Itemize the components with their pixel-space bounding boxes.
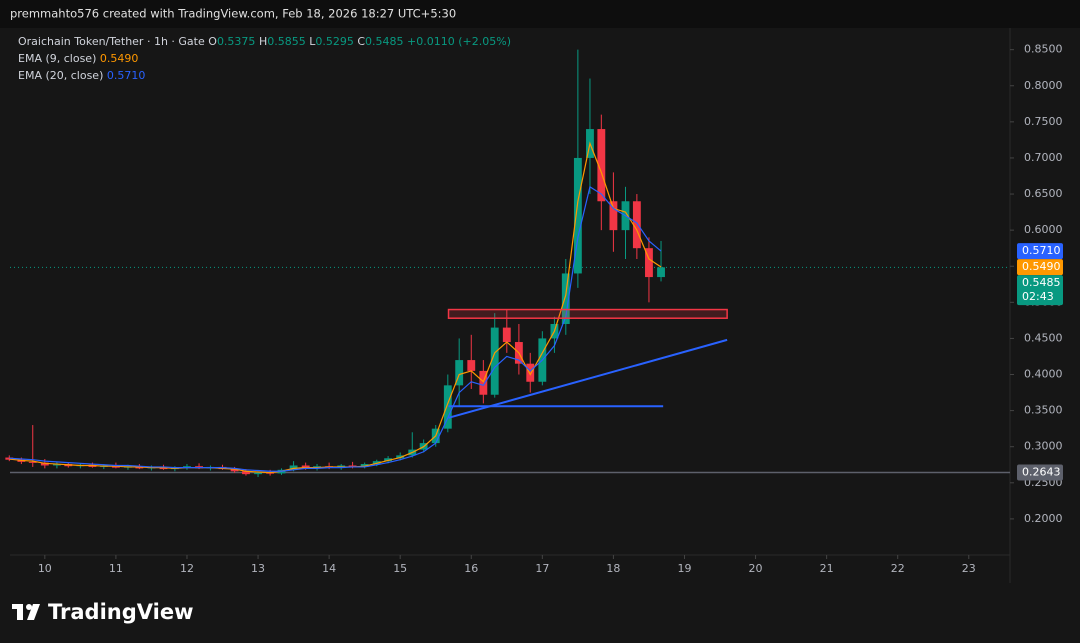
candle-body — [28, 461, 37, 463]
candle-body — [384, 458, 393, 462]
x-tick-label: 20 — [749, 562, 763, 575]
candle-body — [230, 469, 239, 472]
ohlc-key: H — [259, 35, 267, 48]
candle-body — [657, 267, 665, 278]
ema-line — [9, 141, 662, 474]
ohlc-key: L — [309, 35, 316, 48]
y-tick-label: 0.4000 — [1024, 368, 1063, 381]
ohlc-value: 0.5855 — [267, 35, 306, 48]
logo-mark — [26, 604, 32, 610]
candle-body — [561, 273, 570, 324]
price-label: 0.5485 — [1022, 276, 1061, 289]
candle-body — [609, 201, 618, 231]
ohlc-value: 0.5375 — [217, 35, 256, 48]
candle-body — [360, 464, 369, 467]
brand: TradingView — [48, 600, 193, 624]
x-tick-label: 17 — [535, 562, 549, 575]
x-tick-label: 14 — [322, 562, 336, 575]
y-tick-label: 0.8500 — [1024, 43, 1063, 56]
resistance-zone — [447, 308, 728, 319]
candle-body — [348, 465, 357, 467]
y-tick-label: 0.7500 — [1024, 115, 1063, 128]
ohlc-value: 0.5485 — [365, 35, 404, 48]
legend-name: EMA (20, close) — [18, 69, 103, 82]
logo-mark — [17, 604, 23, 620]
x-tick-label: 23 — [962, 562, 976, 575]
candle-body — [597, 129, 606, 202]
y-tick-label: 0.3000 — [1024, 440, 1063, 453]
x-tick-label: 12 — [180, 562, 194, 575]
symbol: Oraichain Token/Tether · 1h · Gate — [18, 35, 205, 48]
plot — [5, 49, 1010, 478]
candle-body — [396, 455, 405, 459]
candle-body — [242, 471, 250, 475]
candle-body — [573, 157, 582, 274]
candle-body — [372, 461, 381, 465]
y-tick-label: 0.6000 — [1024, 223, 1063, 236]
change: +0.0110 (+2.05%) — [407, 35, 511, 48]
legend-value: 0.5710 — [107, 69, 146, 82]
ema-line — [9, 185, 662, 472]
candle-body — [490, 327, 499, 395]
header-bar — [0, 0, 1080, 28]
candle-body — [467, 360, 476, 371]
y-tick-label: 0.3500 — [1024, 404, 1063, 417]
price-label-box — [1017, 243, 1063, 260]
x-tick-label: 13 — [251, 562, 265, 575]
legend-ema: EMA (9, close) 0.5490 — [18, 52, 138, 65]
x-tick-label: 16 — [464, 562, 478, 575]
legend-name: EMA (9, close) — [18, 52, 96, 65]
candle-body — [183, 466, 191, 468]
legend-line: Oraichain Token/Tether · 1h · Gate O0.53… — [18, 35, 511, 48]
candle-body — [502, 327, 511, 343]
y-tick-label: 0.6500 — [1024, 187, 1063, 200]
candle-body — [632, 201, 641, 249]
header-title: premmahto576 created with TradingView.co… — [10, 7, 456, 21]
logo-mark — [27, 604, 40, 620]
y-tick-label: 0.4500 — [1024, 331, 1063, 344]
overlay: 0.20000.25000.30000.35000.40000.45000.50… — [18, 35, 1063, 575]
price-label: 0.5710 — [1022, 244, 1061, 257]
price-label-box — [1017, 464, 1063, 481]
chart-area — [0, 28, 1080, 583]
price-label-box — [1017, 259, 1063, 276]
price-label-box — [1017, 275, 1063, 306]
x-tick-label: 22 — [891, 562, 905, 575]
ohlc-value: 0.5295 — [315, 35, 354, 48]
legend-value: 0.5490 — [100, 52, 139, 65]
price-label: 0.5490 — [1022, 260, 1061, 273]
x-tick-label: 11 — [109, 562, 123, 575]
footer-logo: TradingView — [12, 600, 193, 624]
candle-body — [443, 385, 452, 429]
x-tick-label: 18 — [606, 562, 620, 575]
candle-body — [645, 248, 653, 278]
x-tick-label: 10 — [38, 562, 52, 575]
candle-body — [254, 472, 262, 475]
candle-body — [479, 370, 488, 395]
candle-body — [52, 464, 61, 466]
ohlc-key: O — [208, 35, 217, 48]
trend-line — [448, 338, 728, 419]
x-tick-label: 21 — [820, 562, 834, 575]
ohlc-key: C — [357, 35, 365, 48]
candle-body — [40, 462, 49, 466]
candle-body — [526, 363, 535, 382]
x-tick-label: 19 — [677, 562, 691, 575]
legend-ema: EMA (20, close) 0.5710 — [18, 69, 145, 82]
y-tick-label: 0.2000 — [1024, 512, 1063, 525]
candle-body — [289, 465, 298, 470]
x-tick-label: 15 — [393, 562, 407, 575]
candle-body — [455, 360, 464, 386]
price-label: 0.2643 — [1022, 465, 1061, 478]
y-tick-label: 0.7000 — [1024, 151, 1063, 164]
candle-body — [301, 465, 310, 469]
countdown: 02:43 — [1022, 290, 1054, 303]
y-tick-label: 0.8000 — [1024, 79, 1063, 92]
